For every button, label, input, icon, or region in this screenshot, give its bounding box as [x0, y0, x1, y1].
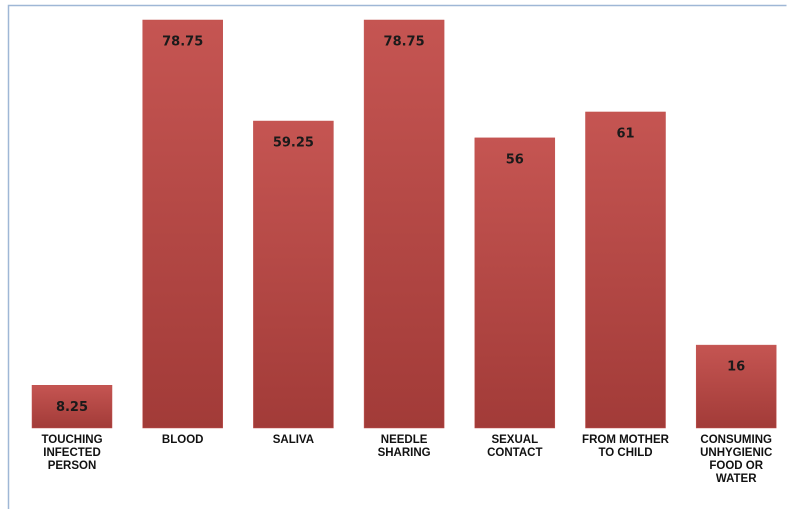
data-label: 78.75 [384, 35, 425, 50]
x-tick-label: FROM MOTHER TO CHILD [582, 434, 669, 459]
data-label: 78.75 [162, 35, 203, 50]
bar [253, 120, 334, 429]
data-label: 8.25 [56, 400, 88, 415]
x-tick-label: SEXUAL CONTACT [487, 434, 543, 459]
data-label: 56 [506, 152, 524, 167]
x-tick-label: SALIVA [272, 434, 315, 446]
bar [474, 137, 556, 429]
data-label: 59.25 [273, 136, 314, 151]
data-label: 61 [616, 126, 634, 141]
x-tick-label: BLOOD [161, 434, 204, 446]
x-tick-label: TOUCHING INFECTED PERSON [41, 434, 103, 472]
bar [142, 19, 223, 429]
x-tick-label: NEEDLE SHARING [377, 434, 431, 459]
bar [585, 111, 666, 429]
x-tick-label: CONSUMING UNHYGIENIC FOOD OR WATER [700, 434, 773, 485]
data-label: 16 [727, 360, 745, 375]
frame [7, 4, 787, 509]
bar [695, 344, 777, 429]
bar [363, 19, 445, 429]
bar [31, 385, 113, 429]
